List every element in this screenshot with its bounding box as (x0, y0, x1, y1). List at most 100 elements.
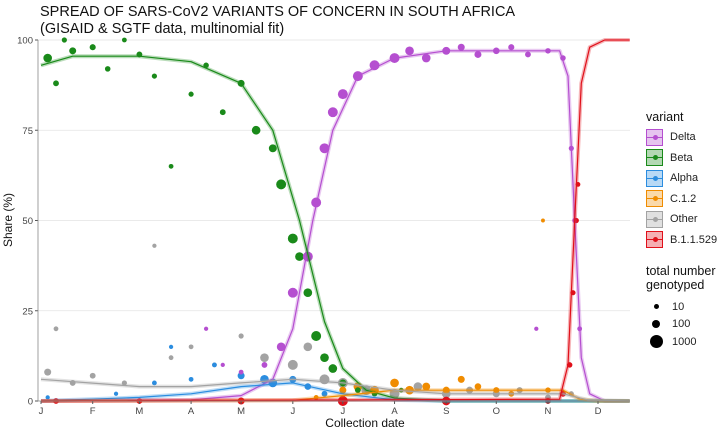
data-point-beta (69, 47, 77, 55)
legend-item-b11529: B.1.1.529 (646, 230, 717, 251)
data-point-beta (303, 288, 313, 298)
data-point-delta (405, 46, 414, 56)
data-point-c12 (390, 378, 399, 388)
data-point-delta (525, 51, 531, 58)
x-tick-label: M (135, 406, 143, 417)
data-point-other (53, 326, 59, 332)
legend-key (646, 210, 663, 228)
data-point-beta (276, 179, 287, 190)
size-legend-item: 1000 (646, 333, 717, 351)
y-tick-label: 100 (17, 36, 33, 47)
data-point-delta (238, 369, 244, 375)
legend-label: C.1.2 (670, 192, 697, 205)
data-point-beta (151, 73, 157, 79)
data-point-delta (534, 326, 539, 331)
legend-item-alpha: Alpha (646, 168, 717, 189)
y-tick-label: 25 (22, 306, 33, 317)
data-point-beta (104, 66, 111, 72)
data-point-other (413, 382, 423, 391)
y-tick-label: 75 (22, 126, 33, 137)
legend-item-c12: C.1.2 (646, 189, 717, 210)
data-point-other (188, 344, 194, 350)
data-point-beta (188, 91, 194, 97)
data-point-delta (287, 287, 298, 298)
data-point-beta (121, 37, 127, 43)
legend-item-delta: Delta (646, 127, 717, 148)
x-tick-label: J (39, 406, 44, 417)
data-point-other (238, 333, 244, 339)
data-point-delta (457, 43, 465, 51)
data-point-delta (220, 362, 225, 368)
data-point-beta (251, 125, 261, 135)
data-point-beta (89, 44, 96, 51)
size-legend-label: 10 (672, 300, 685, 313)
data-point-other (260, 353, 269, 363)
data-point-beta (168, 163, 174, 169)
data-point-alpha (113, 391, 119, 396)
data-point-other (287, 359, 298, 370)
y-axis-label: Share (%) (1, 193, 15, 247)
size-legend-title-2: genotyped (646, 278, 705, 292)
data-point-alpha (152, 380, 157, 386)
data-point-beta (328, 364, 338, 373)
chart-subtitle: (GISAID & SGTF data, multinomial fit) (40, 21, 285, 37)
legend-label: Other (670, 213, 698, 226)
data-point-c12 (541, 218, 545, 223)
x-tick-label: M (237, 406, 245, 417)
legend-title: variant (646, 110, 684, 124)
data-point-delta (276, 342, 286, 352)
data-point-beta (354, 387, 361, 394)
legend-key (646, 149, 663, 167)
legend-key (646, 128, 663, 146)
variant-legend: variant Delta Beta Alpha C.1.2 Other B.1.1.52… (646, 110, 717, 351)
data-point-beta (219, 109, 226, 116)
data-point-alpha (168, 344, 174, 349)
data-point-c12 (474, 383, 482, 390)
data-point-delta (337, 89, 348, 100)
data-point-other (303, 342, 313, 352)
data-point-delta (311, 197, 322, 208)
legend-key (646, 231, 663, 249)
data-point-other (389, 388, 400, 399)
data-point-c12 (422, 382, 431, 391)
x-tick-label: J (340, 406, 345, 417)
size-legend-item: 10 (646, 298, 717, 316)
data-point-beta (287, 233, 298, 244)
size-legend-label: 1000 (672, 335, 697, 348)
x-tick-label: A (391, 406, 398, 417)
data-point-beta (295, 252, 304, 261)
legend-label: Alpha (670, 172, 699, 185)
x-axis-label: Collection date (325, 416, 405, 430)
size-legend-label: 100 (672, 318, 691, 331)
fit-line-other (40, 378, 630, 402)
data-point-alpha (212, 362, 217, 368)
legend-key (646, 169, 663, 187)
x-tick-label: F (90, 406, 96, 417)
fit-line-beta (40, 55, 630, 402)
data-point-other (121, 380, 127, 386)
data-point-alpha (237, 372, 245, 380)
data-point-delta (421, 53, 431, 63)
fit-line-b11529 (40, 39, 630, 402)
data-point-beta (43, 53, 52, 63)
data-point-delta (261, 361, 268, 368)
x-tick-label: N (545, 406, 552, 417)
data-point-other (168, 355, 174, 361)
x-tick-label: O (493, 406, 500, 417)
data-point-beta (61, 37, 67, 43)
data-point-delta (508, 44, 515, 51)
data-point-beta (311, 331, 322, 341)
size-legend-title-1: total number (646, 264, 716, 278)
chart-title: SPREAD OF SARS-CoV2 VARIANTS OF CONCERN … (40, 4, 516, 20)
y-tick-label: 0 (28, 397, 33, 408)
data-point-beta (53, 80, 59, 87)
x-tick-label: S (443, 406, 449, 417)
data-point-c12 (457, 375, 465, 383)
data-point-delta (474, 50, 482, 58)
legend-item-other: Other (646, 209, 717, 230)
legend-label: Beta (670, 151, 693, 164)
data-point-delta (369, 60, 380, 71)
data-point-alpha (188, 376, 194, 382)
